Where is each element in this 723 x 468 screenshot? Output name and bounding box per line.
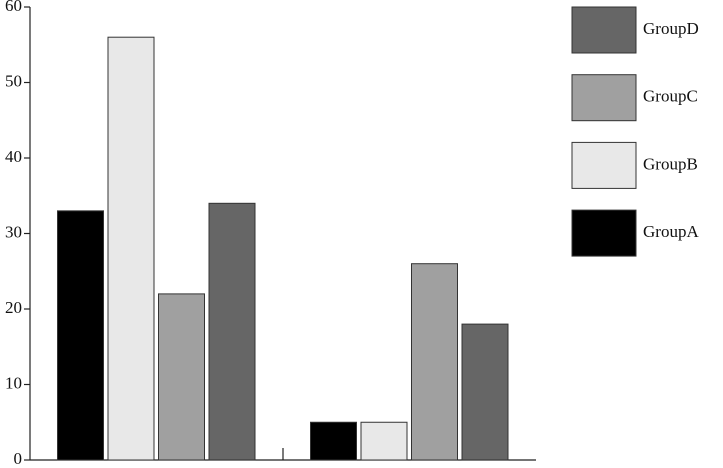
y-tick-label: 20: [5, 298, 22, 317]
y-tick-label: 60: [5, 0, 22, 15]
bar: [158, 293, 205, 461]
y-tick-label: 50: [5, 71, 22, 90]
bar: [208, 202, 256, 461]
y-tick-label: 40: [5, 147, 22, 166]
bar: [411, 263, 458, 461]
legend-swatch: [571, 74, 637, 122]
legend-label: GroupB: [643, 154, 698, 173]
bar: [461, 323, 509, 461]
bar: [310, 421, 357, 461]
legend-swatch: [571, 209, 637, 257]
bar: [107, 36, 155, 461]
legend-label: GroupA: [643, 222, 699, 241]
bar: [57, 210, 104, 461]
y-tick-label: 10: [5, 373, 22, 392]
legend-label: GroupC: [643, 87, 698, 106]
y-tick-label: 30: [5, 222, 22, 241]
y-tick-label: 0: [14, 449, 23, 468]
legend-swatch: [571, 141, 637, 189]
legend-swatch: [571, 6, 637, 54]
bar: [360, 421, 408, 461]
legend-label: GroupD: [643, 19, 699, 38]
